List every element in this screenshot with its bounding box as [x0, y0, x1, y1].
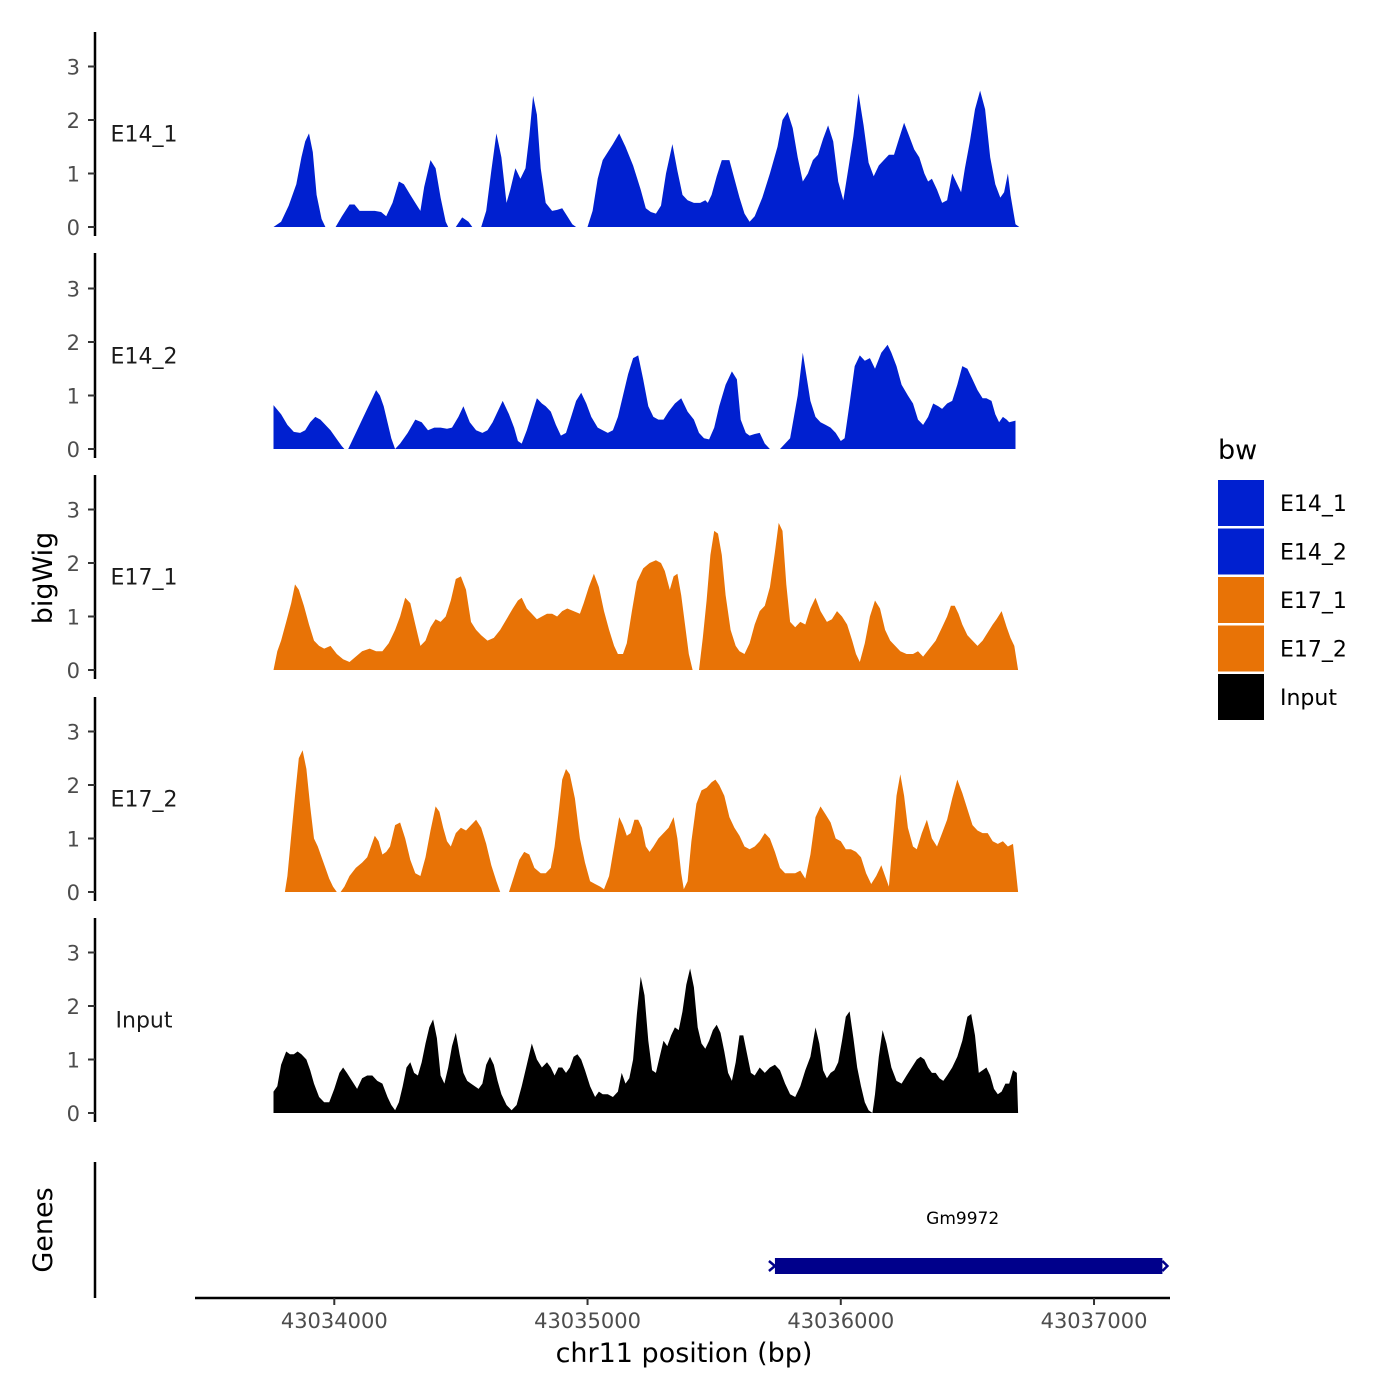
genes-axis-title: Genes [28, 1187, 59, 1272]
y-tick-label: 3 [67, 721, 80, 745]
y-tick-label: 0 [67, 1102, 80, 1126]
track-label: E17_2 [111, 787, 178, 812]
y-tick-label: 2 [67, 331, 80, 355]
legend-item-e17-2: E17_2 [1218, 625, 1347, 672]
x-ticks-layer: 43034000 43035000 43036000 43037000 [281, 1298, 1148, 1333]
track-e17-2: 0 1 2 3 E17_2 [67, 697, 1019, 905]
gene-label: Gm9972 [926, 1209, 999, 1229]
gene-body [774, 1258, 1163, 1274]
y-tick-label: 1 [67, 385, 80, 409]
y-tick-label: 3 [67, 499, 80, 523]
track-label: Input [116, 1008, 173, 1033]
legend-item-input: Input [1218, 674, 1337, 720]
genes-panel: Gm9972 [93, 1162, 1170, 1298]
coverage-area [273, 968, 1019, 1113]
track-input: 0 1 2 3 Input [67, 918, 1019, 1126]
track-e14-1: 0 1 2 3 E14_1 [67, 32, 1020, 240]
genes-layer: Gm9972 [768, 1209, 1170, 1274]
legend-items: E14_1 E14_2 E17_1 E17_2 Input [1218, 480, 1347, 720]
legend-label: E14_1 [1280, 492, 1347, 517]
y-tick-label: 1 [67, 1049, 80, 1073]
track-e17-1: 0 1 2 3 E17_1 [67, 475, 1019, 683]
y-tick-label: 0 [67, 216, 80, 240]
y-tick-label: 2 [67, 774, 80, 798]
track-e14-2: 0 1 2 3 E14_2 [67, 253, 1016, 462]
x-axis: 43034000 43035000 43036000 43037000 [195, 1296, 1170, 1333]
track-label: E14_1 [111, 122, 178, 147]
coverage-area [273, 344, 1016, 449]
legend-item-e14-1: E14_1 [1218, 480, 1347, 526]
legend-swatch [1218, 674, 1264, 720]
y-tick-label: 3 [67, 942, 80, 966]
x-tick-label: 43035000 [534, 1309, 641, 1333]
legend-label: E17_2 [1280, 638, 1347, 663]
legend-swatch [1218, 528, 1264, 575]
x-tick-label: 43037000 [1041, 1309, 1148, 1333]
y-tick-label: 1 [67, 828, 80, 852]
tracks-layer: 0 1 2 3 E14_1 0 1 2 3 E14_2 0 1 2 3 E17_1 0 1 2 3 E17_2 0 1 2 3… [67, 32, 1020, 1126]
legend-item-e14-2: E14_2 [1218, 528, 1347, 575]
y-tick-label: 1 [67, 163, 80, 187]
y-tick-label: 0 [67, 659, 80, 683]
coverage-area [273, 522, 1019, 670]
legend-label: E17_1 [1280, 589, 1347, 614]
gene-gm9972: Gm9972 [768, 1209, 1170, 1274]
coverage-area [284, 750, 1019, 892]
gene-strand-mark [768, 1260, 777, 1272]
y-tick-label: 1 [67, 606, 80, 630]
legend-title: bw [1218, 435, 1257, 466]
x-tick-label: 43034000 [281, 1309, 388, 1333]
legend-label: E14_2 [1280, 541, 1347, 566]
track-label: E17_1 [111, 565, 178, 590]
y-axis-title: bigWig [28, 532, 59, 625]
y-tick-label: 2 [67, 995, 80, 1019]
legend-swatch [1218, 480, 1264, 526]
track-label: E14_2 [111, 344, 178, 369]
legend: bw E14_1 E14_2 E17_1 E17_2 Input [1218, 435, 1347, 720]
y-tick-label: 3 [67, 56, 80, 80]
x-axis-title: chr11 position (bp) [556, 1338, 813, 1369]
x-tick-label: 43036000 [787, 1309, 894, 1333]
legend-label: Input [1280, 686, 1337, 711]
legend-swatch [1218, 577, 1264, 623]
y-tick-label: 2 [67, 109, 80, 133]
gene-strand-mark [1161, 1260, 1170, 1272]
legend-swatch [1218, 625, 1264, 672]
y-tick-label: 0 [67, 881, 80, 905]
legend-item-e17-1: E17_1 [1218, 577, 1347, 623]
y-tick-label: 3 [67, 278, 80, 302]
y-tick-label: 0 [67, 438, 80, 462]
y-tick-label: 2 [67, 552, 80, 576]
coverage-area [273, 90, 1020, 227]
